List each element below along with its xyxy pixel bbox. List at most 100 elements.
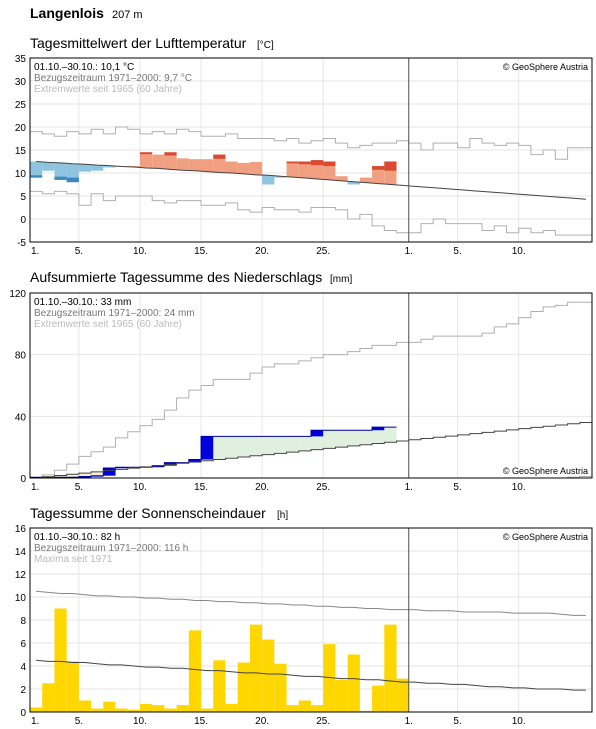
- info-line: Maxima seit 1971: [34, 554, 113, 565]
- surplus-area: [359, 430, 373, 445]
- daily-precip-bar: [311, 430, 324, 437]
- info-line: Bezugszeitraum 1971–2000: 9,7 °C: [34, 73, 192, 84]
- y-tick-label: 0: [20, 474, 26, 485]
- daily-precip-bar: [372, 427, 385, 431]
- x-tick-label: 10.: [512, 246, 526, 257]
- sunshine-bar: [335, 679, 348, 712]
- strong-cold-bar: [66, 177, 79, 183]
- y-tick-label: 10: [15, 169, 27, 180]
- daily-precip-bar: [152, 465, 165, 468]
- surplus-area: [237, 436, 250, 457]
- copyright-label: © GeoSphere Austria: [503, 62, 588, 72]
- sunshine-bar: [311, 705, 324, 712]
- y-tick-label: 6: [20, 639, 26, 650]
- warm-anomaly-bar: [359, 177, 373, 183]
- warm-anomaly-bar: [176, 158, 189, 171]
- deficit-area: [66, 473, 79, 478]
- strong-warm-bar: [323, 161, 336, 167]
- warm-anomaly-bar: [201, 159, 214, 172]
- sunshine-panel: Tagessumme der Sonnenscheindauer [h] 0 2 4…: [15, 505, 593, 727]
- precipitation-panel: Aufsummierte Tagessumme des Niederschlag…: [9, 269, 593, 493]
- x-tick-label: 1.: [405, 482, 413, 493]
- plot-border: [29, 292, 593, 479]
- sunshine-bar: [372, 685, 385, 712]
- x-tick-label: 1.: [405, 246, 413, 257]
- y-tick-label: 16: [15, 524, 27, 535]
- sunshine-bar: [115, 708, 128, 712]
- cold-anomaly-bar: [347, 181, 360, 185]
- y-tick-label: 0: [20, 708, 26, 719]
- plot-border: [29, 57, 593, 243]
- info-line: Extremwerte seit 1965 (60 Jahre): [34, 319, 182, 330]
- y-tick-label: 25: [15, 100, 27, 111]
- temperature-panel: Tagesmittelwert der Lufttemperatur [°C] …: [15, 35, 593, 257]
- surplus-area: [298, 436, 311, 451]
- copyright-label: © GeoSphere Austria: [503, 532, 588, 542]
- panel-unit: [°C]: [257, 40, 274, 51]
- max-extreme-line: [30, 126, 592, 160]
- sunshine-bar: [347, 654, 360, 712]
- x-tick-label: 25.: [316, 716, 330, 727]
- x-tick-label: 5.: [453, 246, 461, 257]
- panel-title: Tagesmittelwert der Lufttemperatur: [30, 35, 247, 51]
- warm-anomaly-bar: [249, 161, 263, 175]
- sunshine-bar: [127, 709, 140, 712]
- strong-warm-bar: [213, 154, 226, 159]
- warm-anomaly-bar: [139, 152, 153, 168]
- sunshine-bar: [262, 639, 275, 712]
- max-extreme-line: [30, 301, 592, 479]
- cold-anomaly-bar: [42, 162, 55, 171]
- warm-anomaly-bar: [372, 166, 385, 184]
- sunshine-bar: [42, 683, 55, 712]
- y-tick-label: 120: [9, 289, 26, 300]
- sunshine-bar: [274, 663, 287, 712]
- y-tick-label: 0: [20, 215, 26, 226]
- y-tick-label: 4: [20, 662, 26, 673]
- surplus-area: [347, 430, 360, 446]
- info-line: 01.10.–30.10.: 10,1 °C: [34, 62, 134, 73]
- y-tick-label: 20: [15, 123, 27, 134]
- sunshine-bar: [139, 703, 153, 712]
- x-tick-label: 5.: [75, 716, 83, 727]
- copyright-label: © GeoSphere Austria: [503, 466, 588, 476]
- strong-warm-bar: [311, 160, 324, 166]
- sunshine-bar: [384, 624, 397, 712]
- y-tick-label: 35: [15, 54, 27, 65]
- surplus-area: [372, 427, 385, 443]
- surplus-area: [262, 436, 275, 454]
- x-tick-label: 1.: [31, 716, 39, 727]
- x-tick-label: 10.: [133, 246, 147, 257]
- sunshine-bar: [249, 624, 263, 712]
- sunshine-bar: [152, 705, 165, 712]
- x-tick-label: 5.: [75, 246, 83, 257]
- x-tick-label: 5.: [75, 482, 83, 493]
- cumulative-line: [30, 426, 397, 478]
- y-tick-label: 30: [15, 77, 27, 88]
- x-tick-label: 10.: [133, 716, 147, 727]
- warm-anomaly-bar: [298, 161, 311, 179]
- cold-anomaly-bar: [262, 175, 275, 185]
- warm-anomaly-bar: [164, 152, 177, 170]
- sunshine-bar: [188, 630, 202, 712]
- sunshine-bar: [201, 708, 214, 712]
- station-name: Langenlois: [30, 5, 104, 21]
- y-tick-label: 12: [15, 570, 27, 581]
- normal-line: [30, 422, 592, 479]
- y-tick-label: 8: [20, 616, 26, 627]
- sunshine-bar: [286, 705, 299, 712]
- warm-anomaly-bar: [225, 161, 238, 173]
- x-tick-label: 1.: [405, 716, 413, 727]
- daily-precip-bar: [188, 459, 202, 463]
- surplus-area: [323, 430, 336, 448]
- sunshine-bar: [30, 707, 43, 712]
- panel-unit: [mm]: [330, 274, 352, 285]
- station-elevation: 207 m: [112, 9, 143, 21]
- warm-anomaly-bar: [152, 154, 165, 169]
- surplus-area: [335, 430, 348, 447]
- info-line: Bezugszeitraum 1971–2000: 24 mm: [34, 308, 195, 319]
- x-tick-label: 10.: [512, 482, 526, 493]
- sunshine-bar: [91, 708, 104, 712]
- strong-warm-bar: [286, 161, 299, 164]
- y-tick-label: -5: [17, 238, 26, 249]
